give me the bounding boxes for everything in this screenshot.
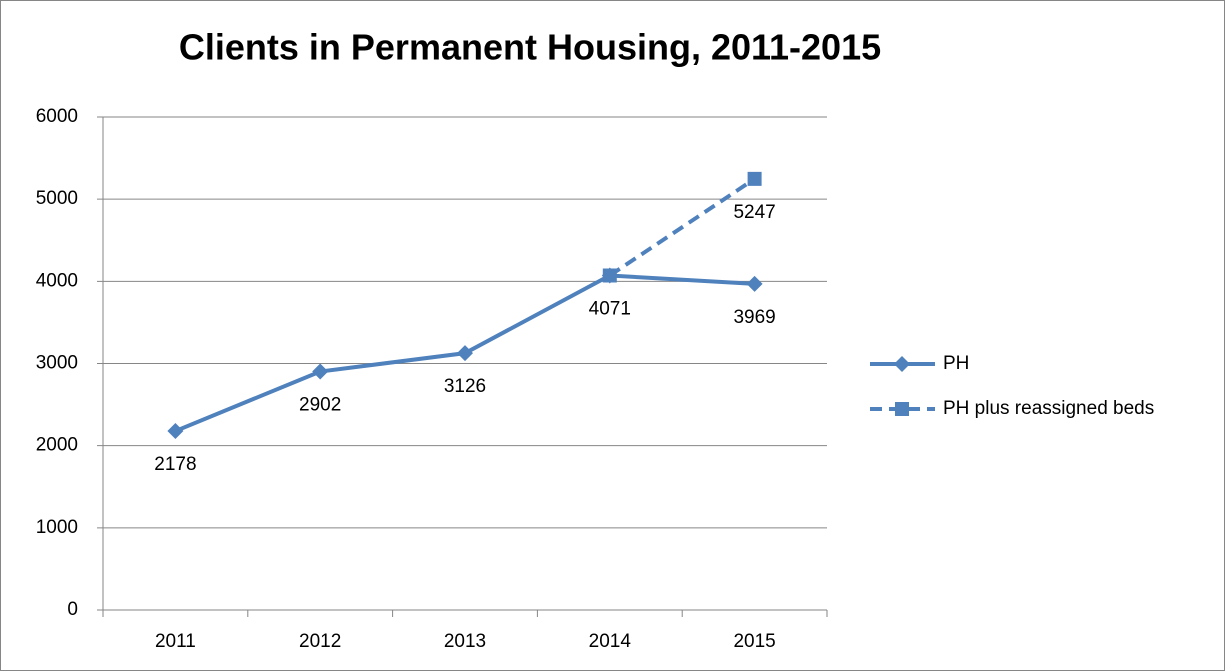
marker (457, 345, 473, 362)
marker (167, 423, 184, 440)
y-tick-label: 6000 (36, 106, 78, 127)
chart-title: Clients in Permanent Housing, 2011-2015 (179, 27, 881, 68)
x-tick-label: 2011 (155, 631, 196, 652)
marker (602, 268, 617, 283)
y-tick-label: 0 (67, 599, 78, 620)
legend-label: PH (943, 353, 969, 374)
x-tick-label: 2014 (589, 631, 632, 652)
marker (746, 275, 763, 292)
y-tick-label: 5000 (36, 188, 78, 209)
data-label: 2902 (299, 395, 341, 416)
marker (747, 171, 762, 186)
data-label: 5247 (733, 202, 775, 223)
y-tick-label: 2000 (36, 435, 78, 456)
legend-label: PH plus reassigned beds (943, 398, 1154, 419)
x-tick-label: 2012 (299, 631, 341, 652)
data-label: 3126 (444, 376, 486, 397)
y-tick-label: 4000 (36, 270, 78, 291)
x-tick-label: 2013 (444, 631, 486, 652)
data-label: 3969 (733, 307, 775, 328)
legend-marker (895, 402, 909, 416)
y-tick-label: 3000 (36, 353, 78, 374)
legend-marker (894, 356, 910, 372)
data-label: 4071 (589, 299, 631, 320)
y-tick-label: 1000 (36, 517, 78, 538)
marker (312, 363, 329, 380)
data-label: 2178 (154, 454, 196, 475)
x-tick-label: 2015 (733, 631, 775, 652)
series-line (608, 177, 756, 278)
